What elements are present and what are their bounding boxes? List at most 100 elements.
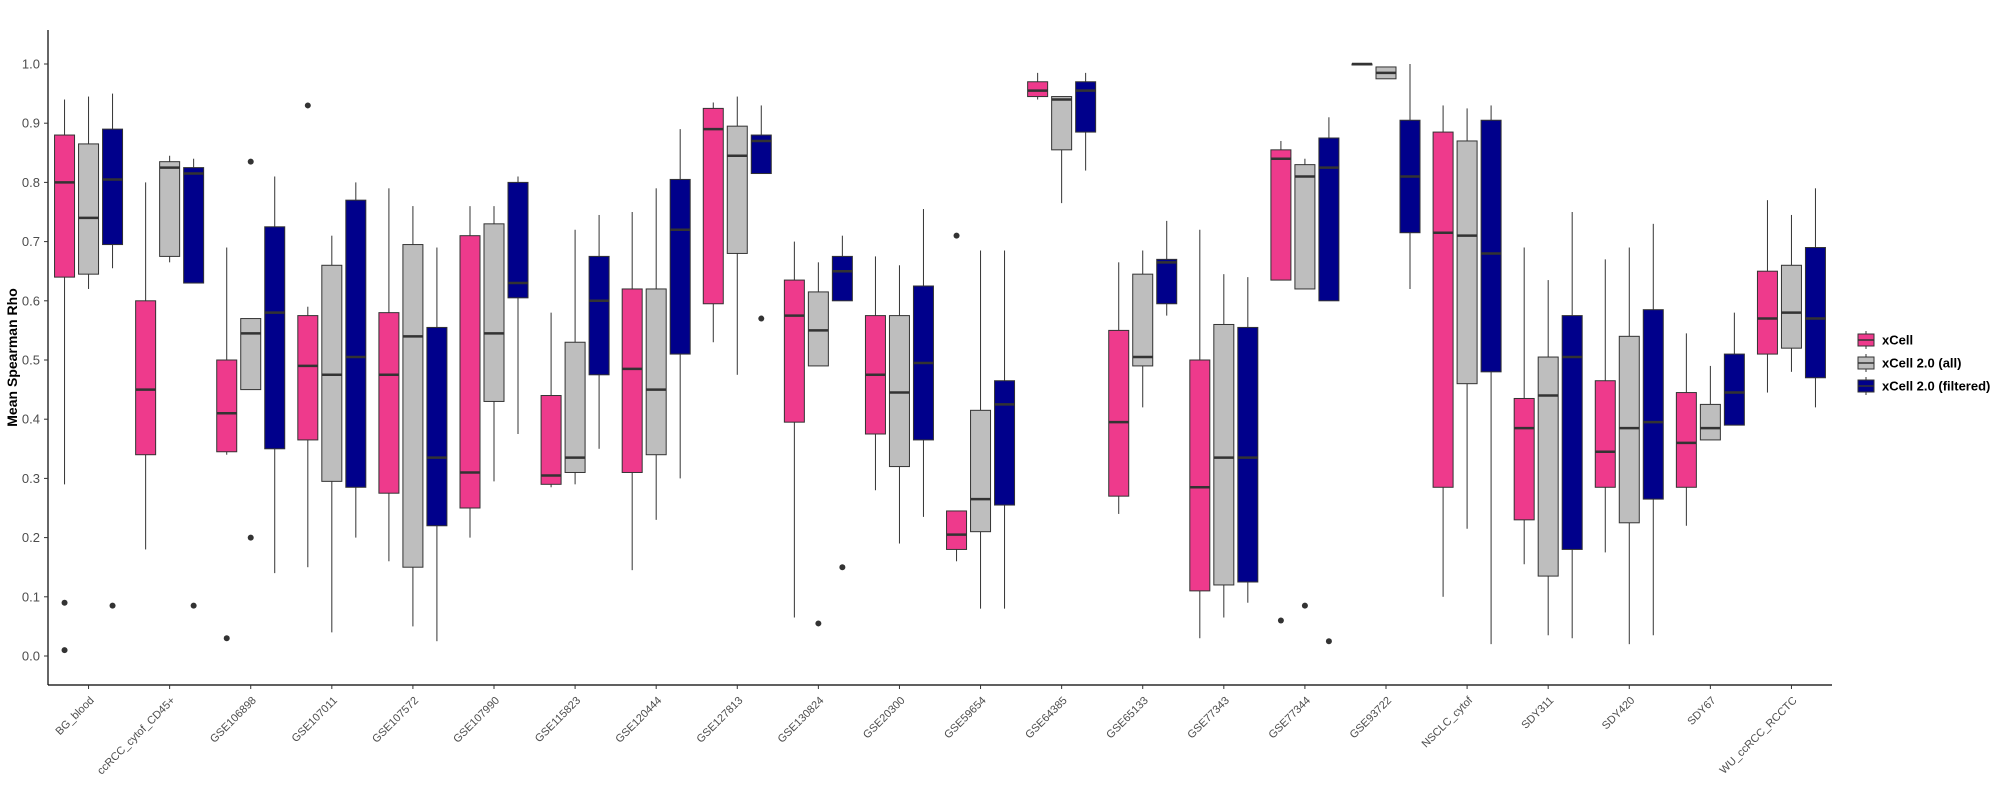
box-2-6: [588, 214, 610, 449]
box-0-4: [378, 188, 400, 562]
box-iqr: [1618, 335, 1640, 524]
box-2-11: [994, 250, 1016, 609]
box-iqr: [750, 134, 772, 175]
box-iqr: [1189, 359, 1211, 592]
box-iqr: [1780, 264, 1802, 349]
box-iqr: [78, 143, 100, 275]
x-tick-label: GSE77343: [1185, 695, 1232, 742]
x-tick-label: GSE77344: [1266, 695, 1313, 742]
box-iqr: [1513, 397, 1535, 521]
box-0-19: [1594, 259, 1616, 553]
box-iqr: [1318, 137, 1340, 302]
box-2-9: [831, 235, 853, 571]
legend-item: xCell 2.0 (filtered): [1857, 377, 1990, 395]
box-iqr: [102, 128, 124, 246]
y-tick-label: 0.4: [22, 412, 40, 427]
box-2-14: [1237, 277, 1259, 603]
box-1-4: [402, 206, 424, 627]
box-0-15: [1270, 140, 1292, 624]
box-iqr: [183, 167, 205, 284]
box-iqr: [831, 255, 853, 302]
box-iqr: [1537, 356, 1559, 577]
box-2-10: [912, 209, 934, 517]
y-axis: 0.0 0.1 0.2 0.3 0.4 0.5 0.6 0.7 0.8 0.9 1.0: [22, 30, 49, 685]
box-1-16: [1375, 66, 1397, 80]
box-iqr: [426, 326, 448, 527]
x-tick-label: GSE127813: [695, 695, 746, 746]
box-iqr: [807, 291, 829, 367]
outlier-point: [1301, 602, 1308, 609]
box-1-13: [1132, 250, 1154, 408]
box-0-1: [135, 182, 157, 550]
box-0-12: [1027, 72, 1049, 100]
box-iqr: [1294, 164, 1316, 290]
box-1-19: [1618, 247, 1640, 645]
x-tick-label: SDY67: [1685, 695, 1718, 728]
box-0-14: [1189, 229, 1211, 639]
outlier-point: [839, 564, 846, 571]
box-iqr: [1270, 149, 1292, 281]
legend: xCell xCell 2.0 (all) xCell 2.0 (filtered): [1857, 331, 1990, 395]
y-axis-title: Mean Spearman Rho: [4, 288, 20, 426]
box-2-8: [750, 105, 772, 322]
box-1-15: [1294, 158, 1316, 609]
x-tick-label: GSE107011: [290, 695, 340, 745]
legend-label: xCell 2.0 (all): [1882, 356, 1961, 371]
y-tick-label: 1.0: [22, 57, 40, 72]
box-iqr: [1756, 270, 1778, 355]
legend-label: xCell: [1882, 333, 1913, 348]
outlier-point: [1277, 617, 1284, 624]
y-tick-label: 0.9: [22, 116, 40, 131]
box-0-10: [864, 256, 886, 491]
box-1-18: [1537, 280, 1559, 636]
box-iqr: [1699, 403, 1721, 441]
box-2-20: [1723, 312, 1745, 426]
box-iqr: [240, 318, 262, 391]
box-1-5: [483, 206, 505, 482]
box-2-3: [345, 182, 367, 538]
box-iqr: [459, 235, 481, 509]
box-1-3: [321, 235, 343, 633]
x-tick-label: GSE106898: [208, 695, 259, 746]
x-tick-label: WU_ccRCC_RCCTC: [1718, 695, 1800, 777]
box-iqr: [1237, 326, 1259, 583]
box-2-16: [1399, 64, 1421, 289]
box-iqr: [1132, 273, 1154, 367]
box-1-0: [78, 96, 100, 289]
outlier-point: [1325, 638, 1332, 645]
box-iqr: [702, 107, 724, 305]
x-tick-label: GSE20300: [861, 695, 908, 742]
box-1-20: [1699, 365, 1721, 441]
box-iqr: [297, 315, 319, 441]
series-2: [102, 64, 1826, 645]
box-iqr: [1156, 258, 1178, 305]
box-iqr: [1432, 131, 1454, 488]
x-tick-label: GSE59654: [942, 695, 989, 742]
outlier-point: [247, 158, 254, 165]
outlier-point: [61, 647, 68, 654]
box-iqr: [264, 226, 286, 450]
box-iqr: [970, 409, 992, 533]
box-iqr: [135, 300, 157, 456]
box-2-17: [1480, 105, 1502, 645]
box-iqr: [994, 380, 1016, 506]
box-iqr: [726, 125, 748, 254]
box-2-18: [1561, 212, 1583, 639]
legend-item: xCell 2.0 (all): [1857, 354, 1961, 372]
box-iqr: [483, 223, 505, 402]
box-iqr: [1456, 140, 1478, 385]
y-tick-label: 0.6: [22, 293, 40, 308]
box-1-11: [970, 250, 992, 609]
box-2-15: [1318, 117, 1340, 645]
box-1-1: [159, 155, 181, 263]
box-2-4: [426, 247, 448, 642]
box-0-20: [1675, 333, 1697, 526]
box-iqr: [1213, 323, 1235, 586]
y-tick-label: 0.2: [22, 530, 40, 545]
box-iqr: [216, 359, 238, 453]
box-2-2: [264, 176, 286, 574]
x-tick-label: GSE130824: [776, 695, 827, 746]
box-iqr: [345, 199, 367, 488]
box-0-21: [1756, 200, 1778, 393]
